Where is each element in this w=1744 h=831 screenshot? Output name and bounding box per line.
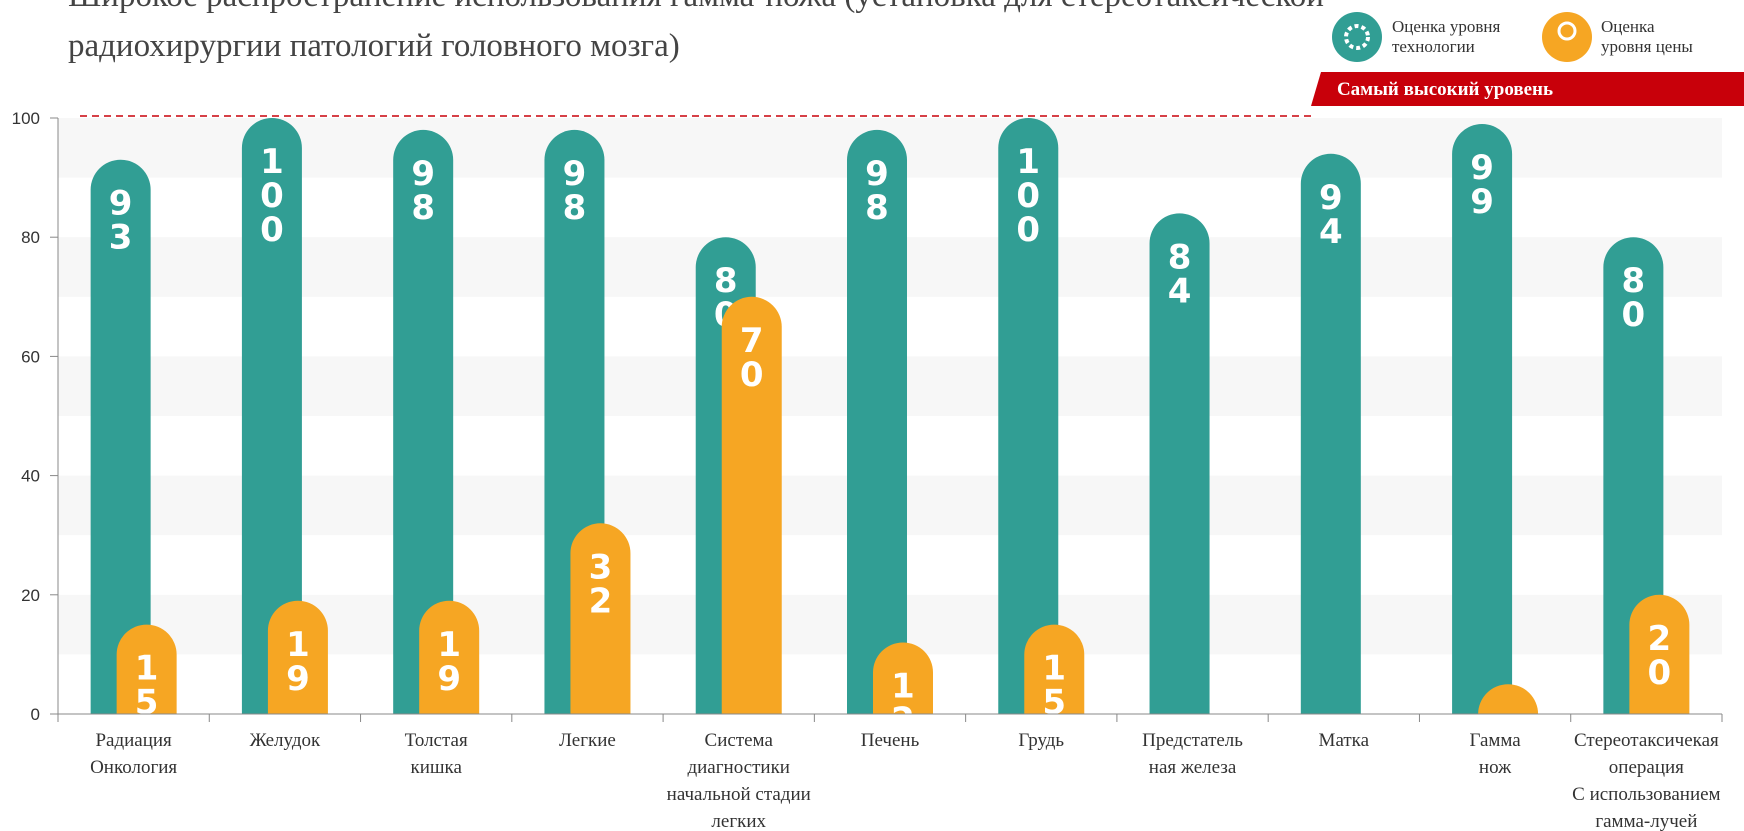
value-label: 98 (403, 154, 443, 222)
x-tick-label: Толстая (405, 730, 468, 751)
bar (847, 130, 907, 714)
bar (873, 642, 933, 714)
legend-icon-coin (1557, 21, 1577, 41)
x-tick-label: Стереотаксичекая (1574, 730, 1719, 751)
x-tick-label: легких (711, 811, 766, 831)
value-label: 5 (1488, 708, 1528, 742)
x-tick-label: гамма-лучей (1595, 811, 1697, 831)
x-tick-label: Желудок (250, 730, 321, 751)
value-label: 100 (252, 142, 292, 244)
value-label: 19 (278, 625, 318, 693)
banner-shape (1311, 72, 1744, 106)
bar (267, 600, 328, 714)
value-label: 98 (857, 154, 897, 222)
x-tick-label: Гамма (1469, 730, 1521, 751)
legend-icon-tech (1332, 12, 1382, 62)
y-tick-label: 0 (31, 705, 40, 724)
value-label: 99 (1462, 148, 1502, 216)
bar (116, 624, 177, 714)
value-label: 20 (1639, 619, 1679, 687)
bar (1024, 624, 1085, 714)
x-tick-label: Печень (861, 730, 920, 751)
chart-title: радиохирургии патологий головного мозга) (68, 28, 680, 64)
x-tick-label: ная железа (1149, 757, 1237, 778)
bar (1149, 213, 1210, 714)
legend-icon-gear (1344, 24, 1370, 50)
bar (1603, 237, 1664, 714)
bar (241, 118, 302, 714)
x-tick-label: С использованием (1572, 784, 1720, 805)
value-label: 70 (732, 321, 772, 389)
value-label: 12 (883, 666, 923, 734)
value-label: 100 (1008, 142, 1048, 244)
banner-text: Самый высокий уровень среди стран (1336, 80, 1554, 106)
x-tick-label: Легкие (559, 730, 616, 751)
bar (1300, 153, 1361, 714)
x-tick-label: операция (1609, 757, 1684, 778)
y-tick-label: 20 (21, 586, 40, 605)
bar (721, 296, 782, 714)
x-tick-label: Предстатель (1142, 730, 1243, 751)
value-label: 93 (101, 184, 141, 252)
x-tick-label: Система (705, 730, 774, 751)
bar (393, 130, 454, 714)
x-tick-label: Грудь (1018, 730, 1064, 751)
value-label: 15 (127, 649, 167, 717)
x-tick-label: кишка (410, 757, 462, 778)
y-tick-label: 100 (12, 109, 40, 128)
value-label: 80 (1613, 261, 1653, 329)
value-label: 94 (1311, 178, 1351, 246)
legend-icon-price (1542, 12, 1592, 62)
legend-entry: Оценка уровня технологии (1392, 17, 1501, 56)
value-label: 98 (554, 154, 594, 222)
legend-entry: Оценка уровня цены (1601, 17, 1693, 56)
x-tick-label: начальной стадии (667, 784, 811, 805)
value-label: 15 (1034, 649, 1074, 717)
y-tick-label: 60 (21, 347, 40, 366)
x-tick-label: нож (1479, 757, 1512, 778)
y-tick-label: 80 (21, 228, 40, 247)
y-tick-label: 40 (21, 467, 40, 486)
bar (1478, 684, 1539, 714)
x-tick-label: Онкология (90, 757, 177, 778)
x-tick-label: Радиация (95, 730, 172, 751)
x-tick-label: диагностики (687, 757, 790, 778)
x-tick-label: Матка (1319, 730, 1370, 751)
value-label: 19 (429, 625, 469, 693)
bar (90, 159, 151, 714)
bar (998, 118, 1059, 714)
value-label: 84 (1160, 237, 1200, 305)
bar (419, 600, 480, 714)
bar (570, 523, 631, 714)
bar (1452, 124, 1513, 714)
value-label: 32 (580, 547, 620, 615)
bar (1629, 594, 1690, 714)
chart-title: Широкое распространение использования га… (68, 0, 1324, 14)
